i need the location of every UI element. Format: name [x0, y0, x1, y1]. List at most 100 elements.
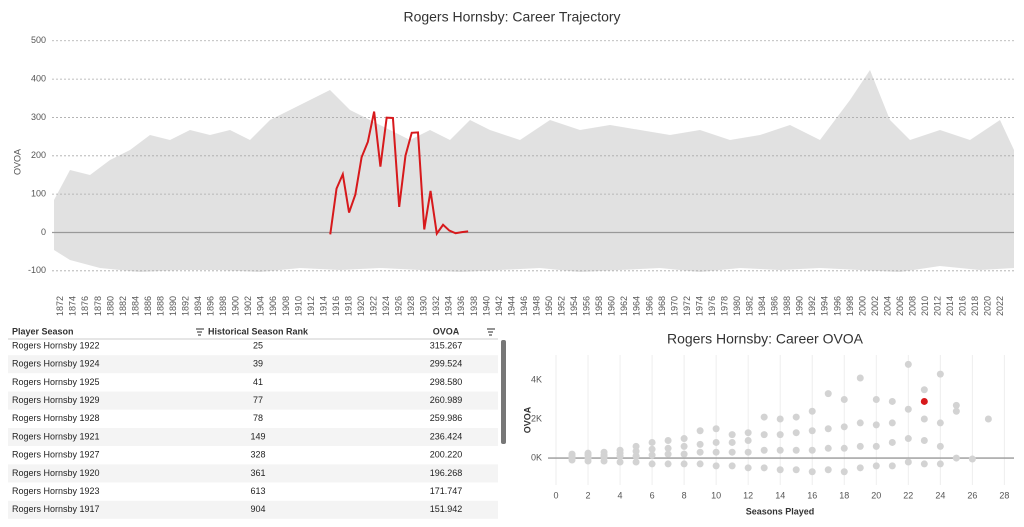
point: [728, 431, 736, 439]
x-tick-label: 2: [586, 490, 591, 500]
point: [744, 429, 752, 437]
x-tick-label: 1960: [607, 296, 617, 316]
x-tick-label: 20: [871, 490, 881, 500]
y-tick-label: 200: [31, 150, 46, 160]
x-tick-label: 1936: [456, 296, 466, 316]
x-tick-label: 1874: [68, 296, 78, 316]
x-tick-label: 1984: [757, 296, 767, 316]
x-tick-label: 28: [999, 490, 1009, 500]
scrollbar[interactable]: [501, 340, 506, 444]
point: [920, 436, 928, 444]
point: [808, 427, 816, 435]
x-tick-label: 1940: [481, 296, 491, 316]
point: [760, 413, 768, 421]
x-tick-label: 1992: [807, 296, 817, 316]
x-tick-label: 1890: [168, 296, 178, 316]
point: [712, 425, 720, 433]
x-tick-label: 1896: [206, 296, 216, 316]
x-tick-label: 1932: [431, 296, 441, 316]
cell: 171.747: [430, 486, 463, 496]
point: [888, 462, 896, 470]
point: [856, 374, 864, 382]
x-tick-label: 8: [682, 490, 687, 500]
x-tick-label: 2006: [895, 296, 905, 316]
background-career-band: [54, 70, 1014, 272]
x-tick-label: 1934: [444, 296, 454, 316]
point: [856, 464, 864, 472]
y-tick-label: 4K: [531, 374, 542, 384]
y-tick-label: 300: [31, 112, 46, 122]
x-tick-label: 1980: [732, 296, 742, 316]
x-tick-label: 1942: [494, 296, 504, 316]
cell: Rogers Hornsby 1928: [12, 413, 100, 423]
x-tick-label: 2020: [983, 296, 993, 316]
x-tick-label: 1882: [118, 296, 128, 316]
x-tick-label: 2008: [907, 296, 917, 316]
cell: 41: [253, 377, 263, 387]
column-header: Historical Season Rank: [208, 326, 309, 336]
point: [808, 446, 816, 454]
line-chart-title: Rogers Hornsby: Career Trajectory: [403, 9, 620, 25]
x-tick-label: 1974: [694, 296, 704, 316]
x-tick-label: 1922: [369, 296, 379, 316]
point: [648, 438, 656, 446]
cell: 299.524: [430, 359, 463, 369]
point: [824, 425, 832, 433]
point: [824, 466, 832, 474]
point: [760, 446, 768, 454]
x-tick-label: 1976: [707, 296, 717, 316]
point: [632, 442, 640, 450]
row-band: [8, 355, 498, 374]
x-tick-label: 1958: [594, 296, 604, 316]
column-header: Player Season: [12, 326, 74, 336]
x-tick-label: 1906: [268, 296, 278, 316]
point: [968, 455, 976, 463]
point: [872, 462, 880, 470]
point: [840, 468, 848, 476]
point: [648, 445, 656, 453]
point: [648, 460, 656, 468]
x-tick-label: 1950: [544, 296, 554, 316]
point: [920, 415, 928, 423]
point: [696, 448, 704, 456]
x-tick-label: 1998: [845, 296, 855, 316]
point: [856, 419, 864, 427]
x-tick-label: 1900: [231, 296, 241, 316]
point: [776, 415, 784, 423]
x-tick-label: 2016: [958, 296, 968, 316]
point: [872, 442, 880, 450]
x-tick-label: 1990: [795, 296, 805, 316]
x-tick-label: 1888: [155, 296, 165, 316]
point: [680, 435, 688, 443]
point: [776, 431, 784, 439]
x-tick-label: 26: [967, 490, 977, 500]
x-tick-label: 22: [903, 490, 913, 500]
x-tick-label: 1924: [381, 296, 391, 316]
cell: Rogers Hornsby 1922: [12, 340, 100, 350]
point: [936, 460, 944, 468]
point: [872, 421, 880, 429]
cell: 613: [250, 486, 265, 496]
point: [824, 390, 832, 398]
cell: Rogers Hornsby 1921: [12, 431, 100, 441]
x-tick-label: 1986: [770, 296, 780, 316]
x-tick-label: 1918: [343, 296, 353, 316]
scatter-title: Rogers Hornsby: Career OVOA: [667, 331, 864, 347]
sort-icon[interactable]: [196, 328, 495, 336]
x-tick-label: 1912: [306, 296, 316, 316]
point: [936, 370, 944, 378]
y-tick-label: 100: [31, 189, 46, 199]
x-tick-label: 24: [935, 490, 945, 500]
point: [888, 419, 896, 427]
y-axis-label: OVOA: [522, 406, 532, 433]
row-band: [8, 464, 498, 483]
point: [984, 415, 992, 423]
point: [616, 446, 624, 454]
point: [792, 413, 800, 421]
y-tick-label: -100: [28, 265, 46, 275]
x-tick-label: 1982: [745, 296, 755, 316]
x-tick-label: 1994: [820, 296, 830, 316]
point: [952, 454, 960, 462]
point: [584, 449, 592, 457]
point: [808, 468, 816, 476]
